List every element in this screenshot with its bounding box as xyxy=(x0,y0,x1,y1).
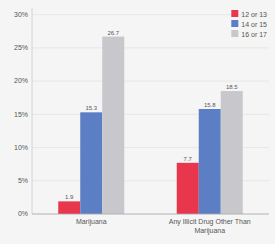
grid-line xyxy=(32,81,269,82)
chart-container: 0% 5% 10% 15% 20% 25% 30% 1.9 7.7 15.3 15.8 26.7 18.… xyxy=(0,0,275,244)
legend-label: 12 or 13 xyxy=(241,11,267,18)
grid-line xyxy=(32,47,269,48)
y-axis-line xyxy=(32,8,33,214)
legend-swatch xyxy=(231,20,238,27)
data-labels: 1.9 7.7 15.3 15.8 26.7 18.5 xyxy=(65,30,238,201)
y-tick-label: 25% xyxy=(14,44,28,51)
y-tick-label: 5% xyxy=(18,177,28,184)
x-tick-label: Marijuana xyxy=(76,218,107,226)
legend-label: 14 or 15 xyxy=(241,21,267,28)
legend-swatch xyxy=(231,30,238,37)
grid-line xyxy=(32,214,269,215)
x-tick-label: Any Illicit Drug Other ThanMarijuana xyxy=(169,218,251,235)
bar xyxy=(177,163,199,214)
legend-item: 14 or 15 xyxy=(231,20,267,28)
y-tick-label: 30% xyxy=(14,11,28,18)
data-label: 1.9 xyxy=(65,194,74,200)
y-tick-label: 10% xyxy=(14,144,28,151)
y-axis: 0% 5% 10% 15% 20% 25% 30% xyxy=(14,8,269,217)
y-tick-label: 0% xyxy=(18,210,28,217)
bar xyxy=(221,91,243,214)
legend-item: 16 or 17 xyxy=(231,30,267,38)
bars xyxy=(58,37,243,214)
x-axis-line xyxy=(32,214,269,215)
bar xyxy=(80,112,102,214)
bar xyxy=(58,201,80,214)
data-label: 18.5 xyxy=(226,84,238,90)
data-label: 15.8 xyxy=(204,102,216,108)
background xyxy=(0,0,275,244)
chart: 0% 5% 10% 15% 20% 25% 30% 1.9 7.7 15.3 15.8 26.7 18.… xyxy=(0,0,275,244)
bar xyxy=(199,109,221,214)
legend-label: 16 or 17 xyxy=(241,31,267,38)
y-tick-label: 20% xyxy=(14,77,28,84)
x-axis: Marijuana Any Illicit Drug Other ThanMari… xyxy=(76,218,251,235)
y-tick-label: 15% xyxy=(14,111,28,118)
data-label: 7.7 xyxy=(184,156,193,162)
legend-swatch xyxy=(231,10,238,17)
data-label: 26.7 xyxy=(107,30,119,36)
data-label: 15.3 xyxy=(85,105,97,111)
legend: 12 or 13 14 or 15 16 or 17 xyxy=(231,10,267,38)
bar xyxy=(102,37,124,214)
legend-item: 12 or 13 xyxy=(231,10,267,18)
